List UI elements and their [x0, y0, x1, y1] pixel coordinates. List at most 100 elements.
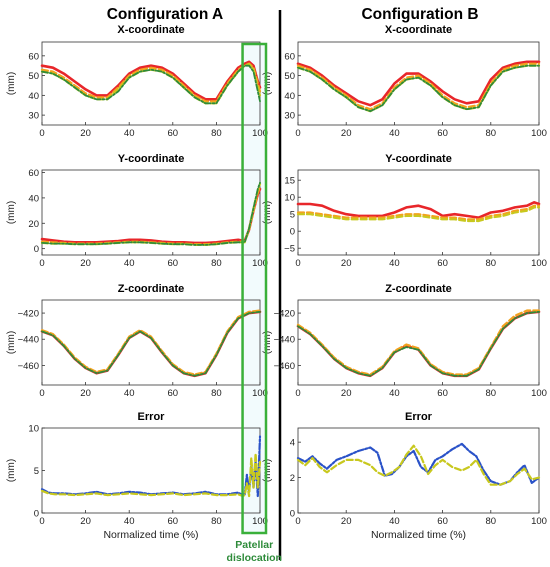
series-line-orange: [40, 62, 262, 103]
x-tick-label: 60: [168, 128, 179, 139]
y-tick-label: −460: [274, 361, 295, 372]
x-tick-label: 80: [211, 388, 222, 399]
series-line-yellow: [40, 452, 262, 498]
x-axis-label: Normalized time (%): [103, 529, 198, 541]
y-tick-label: 0: [34, 244, 39, 255]
dislocation-box: [241, 42, 268, 535]
x-tick-label: 60: [437, 388, 448, 399]
plot-frame: [41, 169, 261, 256]
y-tick-label: 10: [284, 193, 295, 204]
x-tick-label: 20: [341, 258, 352, 269]
x-tick-label: 100: [252, 128, 268, 139]
series-line-green: [297, 64, 540, 113]
y-tick-label: 15: [284, 176, 295, 187]
x-tick-label: 40: [124, 128, 135, 139]
panel-title: Error: [138, 411, 166, 423]
y-tick-label: 10: [28, 424, 39, 435]
panel-title: Z-coordinate: [385, 283, 452, 295]
series-line-green: [41, 64, 261, 105]
x-tick-label: 20: [341, 388, 352, 399]
chart-panel: Error 0 20 40 60 80 100 0 2 4 (mm) Normalized time …: [262, 411, 547, 541]
dislocation-label-line2: dislocation: [227, 552, 282, 564]
x-tick-label: 0: [295, 516, 300, 527]
y-axis-label: (mm): [6, 459, 17, 482]
x-tick-label: 20: [341, 516, 352, 527]
y-axis-label: (mm): [6, 72, 17, 95]
series-line-red: [40, 310, 262, 378]
y-axis-label: (mm): [6, 331, 17, 354]
x-tick-label: 60: [168, 258, 179, 269]
series-line-orange: [296, 62, 541, 111]
y-tick-label: 5: [34, 466, 39, 477]
y-tick-label: 30: [28, 111, 39, 122]
x-tick-label: 80: [486, 128, 497, 139]
series-line-blue: [296, 442, 541, 486]
series-line-yellow: [296, 444, 541, 486]
x-tick-label: 100: [531, 128, 547, 139]
x-tick-label: 0: [39, 258, 44, 269]
x-tick-label: 60: [437, 258, 448, 269]
x-tick-label: 40: [389, 258, 400, 269]
y-tick-label: 50: [28, 71, 39, 82]
x-tick-label: 80: [486, 258, 497, 269]
x-tick-label: 20: [80, 128, 91, 139]
config-b-title: Configuration B: [361, 6, 478, 23]
plot-frame: [297, 41, 540, 126]
y-tick-label: −440: [274, 335, 295, 346]
plot-frame: [41, 41, 261, 126]
panel-title: X-coordinate: [117, 24, 184, 36]
x-tick-label: 60: [437, 516, 448, 527]
series-line-orange: [40, 309, 262, 376]
x-tick-label: 80: [211, 516, 222, 527]
y-tick-label: −420: [18, 309, 39, 320]
chart-panel: Z-coordinate 0 20 40 60 80 100 −420 −440 −460(mm): [262, 283, 547, 399]
y-axis-label: (mm): [262, 72, 273, 95]
y-axis-label: (mm): [262, 201, 273, 224]
x-tick-label: 100: [531, 388, 547, 399]
x-tick-label: 20: [80, 516, 91, 527]
dislocation-label-line1: Patellar: [235, 539, 273, 551]
y-tick-label: −460: [18, 361, 39, 372]
panel-title: Z-coordinate: [118, 283, 185, 295]
plot-frame: [297, 299, 540, 386]
x-tick-label: 100: [531, 516, 547, 527]
y-tick-label: 30: [284, 111, 295, 122]
x-tick-label: 40: [389, 388, 400, 399]
x-tick-label: 100: [252, 516, 268, 527]
x-tick-label: 80: [486, 516, 497, 527]
x-tick-label: 0: [39, 128, 44, 139]
series-line-orange: [296, 204, 541, 221]
x-tick-label: 20: [80, 258, 91, 269]
y-tick-label: 40: [28, 91, 39, 102]
x-tick-label: 80: [211, 128, 222, 139]
y-tick-label: 4: [290, 438, 295, 449]
panel-title: X-coordinate: [385, 24, 452, 36]
y-tick-label: 0: [290, 227, 295, 238]
x-tick-label: 100: [531, 258, 547, 269]
series-line-green: [41, 181, 261, 246]
chart-panel: Z-coordinate 0 20 40 60 80 100 −420 −440 −460(mm): [6, 283, 268, 399]
x-tick-label: 20: [80, 388, 91, 399]
series-line-red: [296, 201, 541, 219]
y-axis-label: (mm): [262, 459, 273, 482]
x-tick-label: 20: [341, 128, 352, 139]
x-tick-label: 100: [252, 388, 268, 399]
plot-frame: [41, 299, 261, 386]
series-line-yellow: [40, 182, 262, 246]
y-tick-label: 50: [284, 71, 295, 82]
x-tick-label: 0: [295, 388, 300, 399]
y-tick-label: 5: [290, 210, 295, 221]
y-tick-label: −440: [18, 335, 39, 346]
x-tick-label: 40: [124, 516, 135, 527]
chart-panel: X-coordinate 0 20 40 60 80 100 30 40 50 60 (mm): [6, 24, 268, 139]
x-tick-label: 60: [168, 516, 179, 527]
panel-title: Error: [405, 411, 433, 423]
y-axis-label: (mm): [6, 201, 17, 224]
chart-panel: Error 0 20 40 60 80 100 0 5 10 (mm) Normalized time…: [6, 411, 268, 541]
y-axis-label: (mm): [262, 331, 273, 354]
y-tick-label: 60: [284, 51, 295, 62]
x-tick-label: 0: [295, 258, 300, 269]
x-tick-label: 100: [252, 258, 268, 269]
